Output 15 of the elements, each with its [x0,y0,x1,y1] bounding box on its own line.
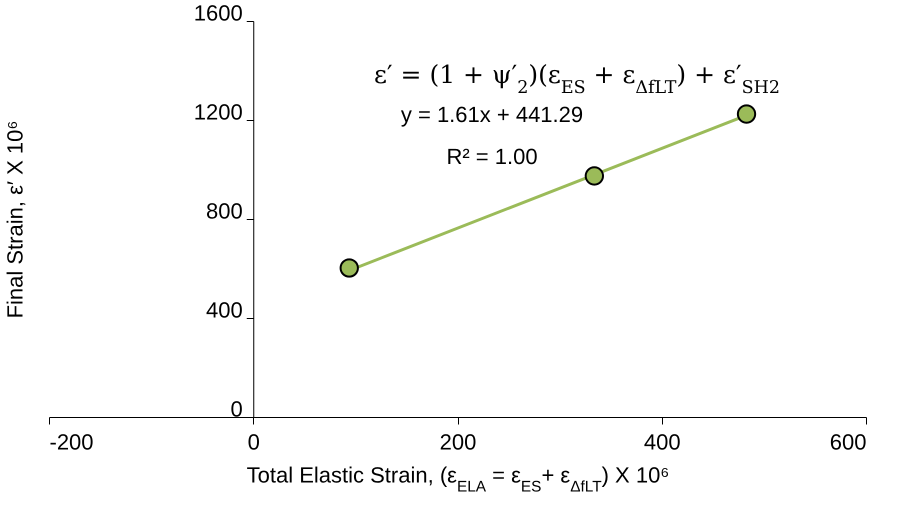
y-tick-label: 800 [206,198,243,224]
x-tick-label: 200 [440,430,476,454]
x-tick-label: 0 [248,430,260,454]
annotation: ε′ = (1 + ψ′$_{2}$)(ε$_{ES}$ + ε$_{ΔfLT}$) + ε′$_{SH2}$ [374,60,780,98]
annotation: y = 1.61x + 441.29 [400,102,584,127]
annotation: R² = 1.00 [446,144,538,169]
x-tick-label: -200 [50,430,94,454]
x-tick-label: 400 [644,430,681,454]
y-axis-title: Final Strain, ε′ X 10⁶ [2,120,28,318]
x-tick-label: 600 [830,430,866,454]
y-tick-label: 1600 [194,0,243,26]
y-tick-label: 1200 [194,100,243,124]
y-tick-label: 400 [206,298,243,322]
x-axis-title: Total Elastic Strain, (ε$_{ELA}$ = ε$_{ES}$+ ε$_{ΔfLT}$) X 10⁶ [246,462,670,495]
y-tick-label: 0 [230,396,243,422]
